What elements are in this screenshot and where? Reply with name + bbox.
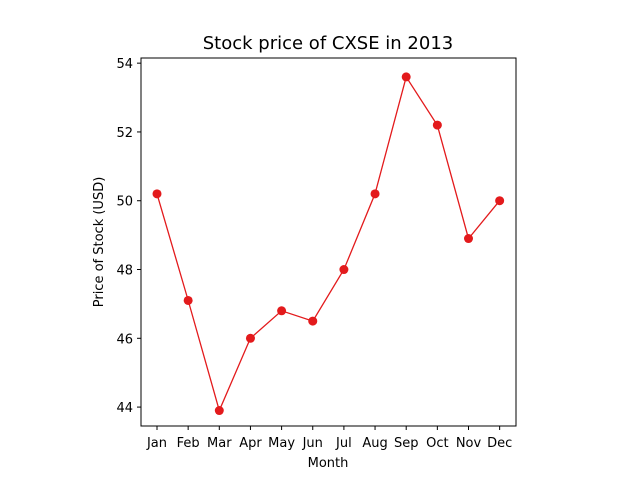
x-tick-label: Jan (146, 436, 167, 451)
x-tick-label: Jun (302, 436, 323, 451)
x-axis: Jan Feb Mar Apr May Jun Jul Aug Sep Oct Nov Dec (146, 426, 512, 451)
y-tick-label: 52 (116, 126, 133, 141)
data-point (464, 234, 473, 244)
x-tick-label: Feb (177, 436, 200, 451)
y-tick-label: 46 (116, 332, 133, 347)
data-point (245, 333, 255, 343)
x-tick-label: Dec (487, 436, 512, 451)
data-point (308, 316, 318, 326)
data-point (214, 406, 224, 416)
series-line (156, 75, 501, 413)
data-point (183, 295, 193, 305)
x-tick-label: Mar (207, 436, 232, 451)
x-tick-label: Sep (394, 436, 419, 451)
y-axis: 44 46 48 50 52 54 (116, 57, 141, 416)
x-tick-label: Jul (335, 436, 352, 451)
data-point (401, 72, 411, 82)
x-tick-label: Nov (456, 436, 482, 451)
x-tick-label: Apr (239, 436, 262, 451)
y-tick-label: 54 (116, 57, 133, 72)
y-tick-label: 50 (116, 195, 133, 210)
data-point (339, 265, 349, 275)
data-point (370, 189, 380, 199)
x-tick-label: Oct (426, 436, 448, 451)
x-tick-label: Aug (362, 436, 387, 451)
y-axis-label: Price of Stock (USD) (92, 177, 107, 308)
chart-title: Stock price of CXSE in 2013 (203, 33, 454, 54)
series-stock-price (152, 72, 505, 416)
y-tick-label: 48 (116, 264, 133, 279)
x-axis-label: Month (308, 456, 349, 471)
plot-area (140, 57, 517, 427)
y-tick-label: 44 (116, 401, 133, 416)
data-point (432, 120, 442, 130)
data-point (495, 196, 505, 206)
data-point (277, 306, 287, 316)
data-point (152, 189, 162, 199)
x-tick-label: May (268, 436, 295, 451)
